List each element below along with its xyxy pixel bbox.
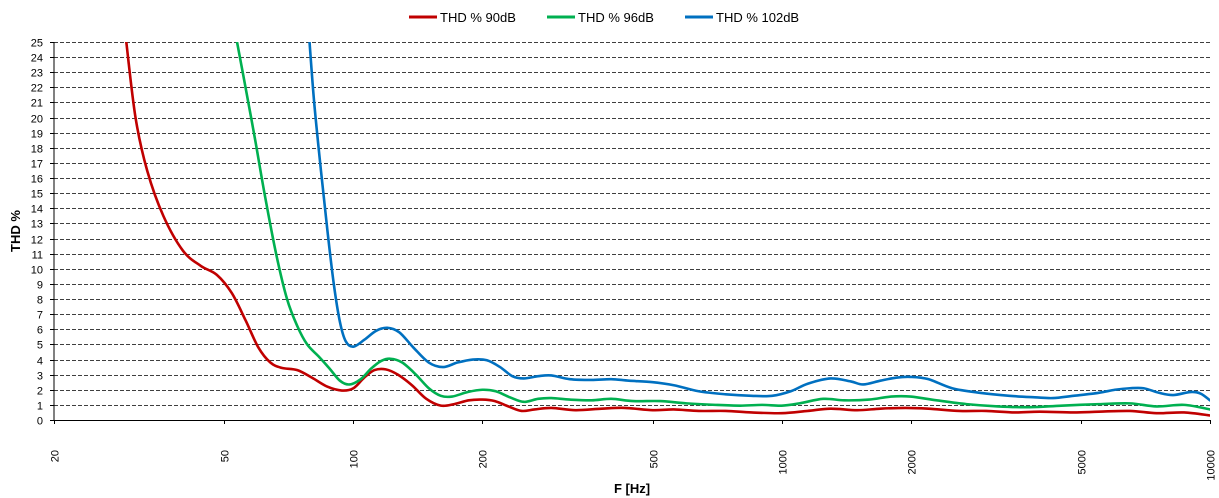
y-axis-ticks: 0123456789101112131415161718192021222324…	[31, 38, 54, 428]
y-tick-label: 16	[31, 174, 43, 186]
series-line-1	[235, 42, 1210, 411]
y-tick-label: 11	[32, 250, 43, 262]
legend-entry-102db: THD % 102dB	[685, 10, 799, 25]
x-tick-label: 20	[50, 450, 62, 462]
y-tick-label: 25	[31, 38, 43, 50]
x-tick-label: 500	[649, 450, 661, 468]
x-tick-label: 100	[349, 450, 361, 468]
x-axis-ticks: 20 50 100 200 500 1000 2000 5000 10000	[50, 420, 1218, 481]
y-tick-label: 1	[37, 401, 43, 413]
y-tick-label: 14	[31, 204, 43, 216]
y-tick-label: 2	[37, 386, 43, 398]
y-tick-label: 13	[31, 219, 43, 231]
legend-entry-90db: THD % 90dB	[409, 10, 516, 25]
y-tick-label: 6	[37, 325, 43, 337]
y-tick-label: 15	[31, 189, 43, 201]
legend: THD % 90dB THD % 96dB THD % 102dB	[409, 10, 799, 25]
y-tick-label: 17	[31, 159, 43, 171]
y-axis-title: THD %	[8, 210, 23, 252]
series-line-0	[125, 42, 1210, 417]
y-tick-label: 24	[31, 53, 43, 65]
y-tick-label: 19	[31, 129, 43, 141]
x-tick-label: 10000	[1206, 450, 1218, 481]
y-tick-label: 8	[37, 295, 43, 307]
series-lines	[125, 42, 1210, 417]
y-tick-label: 12	[31, 235, 43, 247]
legend-entry-96db: THD % 96dB	[547, 10, 654, 25]
y-tick-label: 7	[37, 310, 43, 322]
grid	[54, 42, 1210, 406]
legend-label-102db: THD % 102dB	[716, 10, 799, 25]
y-tick-label: 21	[31, 98, 43, 110]
y-tick-label: 5	[37, 340, 43, 352]
legend-label-90db: THD % 90dB	[440, 10, 516, 25]
y-tick-label: 4	[37, 356, 43, 368]
y-tick-label: 10	[31, 265, 43, 277]
x-tick-label: 2000	[907, 450, 919, 474]
y-tick-label: 20	[31, 114, 43, 126]
y-tick-label: 23	[31, 68, 43, 80]
x-axis-title: F [Hz]	[614, 481, 650, 496]
series-line-2	[308, 42, 1210, 402]
x-tick-label: 50	[220, 450, 232, 462]
y-tick-label: 18	[31, 144, 43, 156]
y-tick-label: 9	[37, 280, 43, 292]
y-tick-label: 3	[37, 371, 43, 383]
y-tick-label: 0	[37, 416, 43, 428]
x-tick-label: 200	[478, 450, 490, 468]
legend-label-96db: THD % 96dB	[578, 10, 654, 25]
x-tick-label: 1000	[778, 450, 790, 474]
x-tick-label: 5000	[1077, 450, 1089, 474]
y-tick-label: 22	[31, 83, 43, 95]
